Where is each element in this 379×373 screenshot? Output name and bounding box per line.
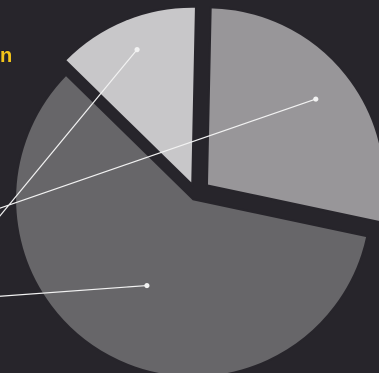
leader-dot-1 [313, 96, 318, 101]
leader-dot-3 [144, 283, 149, 288]
leader-dot-2 [134, 47, 139, 52]
pie-slice-1 [207, 7, 379, 222]
